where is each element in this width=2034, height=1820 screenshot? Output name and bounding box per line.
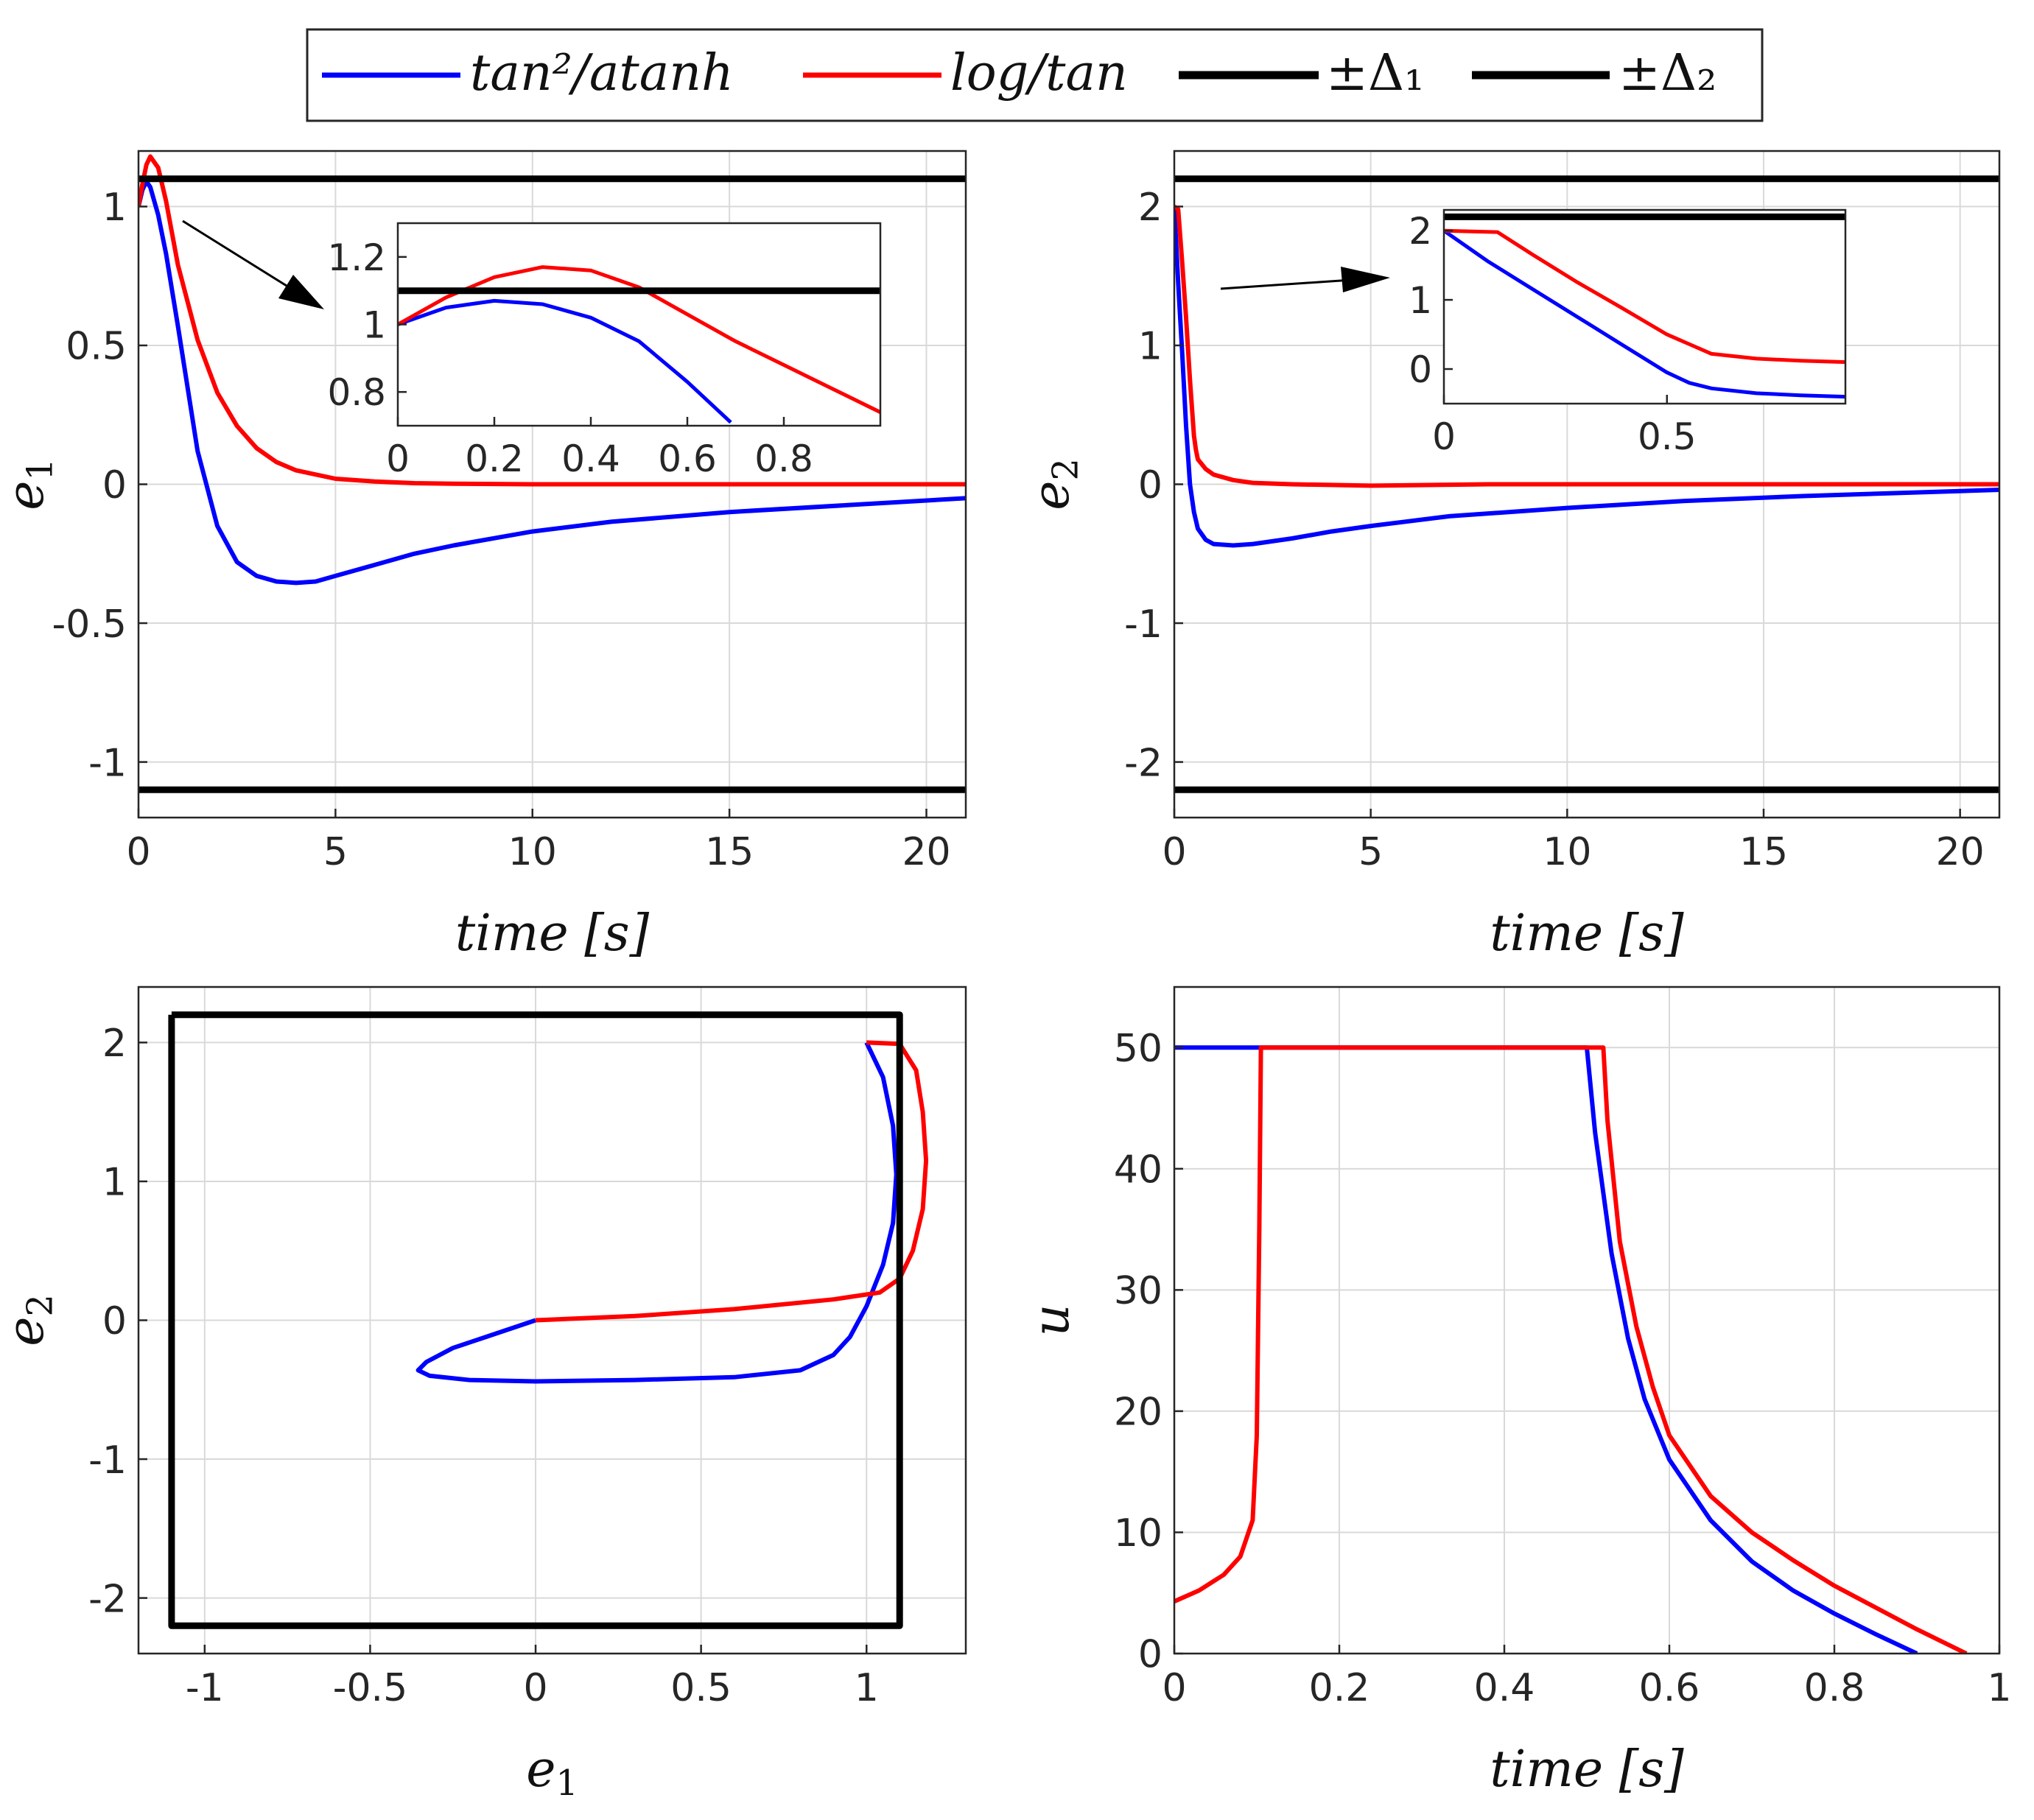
e2-vs-time-inset-axes-frame [1442,208,1847,405]
e2-vs-time-inset-xtick-label-1: 0.5 [1638,415,1697,458]
e2-vs-time-inset-ytick-label-1: 1 [1409,279,1432,322]
arrow-head-e1 [278,275,324,309]
e2-vs-time-xtick-label-0: 0 [1162,830,1186,874]
u-vs-time-ytick-label-5: 50 [1114,1027,1162,1071]
u-vs-time-xtick-label-4: 0.8 [1804,1666,1865,1710]
e1-vs-time-xtick-label-4: 20 [902,830,950,874]
phase-portrait-ytick-label-2: 0 [102,1299,127,1343]
phase-portrait-xtick-label-3: 0.5 [670,1666,732,1710]
e1-vs-time-xtick-label-3: 15 [705,830,754,874]
e2-vs-time-ylabel: e2 [1023,458,1086,510]
legend-label-delta2: ±Δ₂ [1619,44,1716,102]
e1-vs-time-xtick-label-0: 0 [126,830,150,874]
e1-vs-time-ytick-label-1: -0.5 [52,602,127,647]
phase-portrait-ytick-label-3: 1 [102,1161,127,1205]
arrow-head-e2 [1341,267,1390,292]
e1-vs-time-ylabel: e1 [0,458,60,510]
phase-portrait-series-log-tan-1 [535,1040,929,1323]
phase-portrait-xtick-label-4: 1 [855,1666,879,1710]
e1-vs-time-xtick-label-2: 10 [508,830,557,874]
e2-vs-time-xtick-label-1: 5 [1358,830,1383,874]
e2-vs-time-series-tan2-atanh-0 [1174,206,1999,548]
phase-portrait-series-tan2-atanh-0 [415,1041,899,1384]
u-vs-time-xlabel: time [s] [1490,1740,1684,1799]
phase-portrait-ytick-label-1: -1 [88,1438,127,1483]
u-vs-time-ylabel: u [1023,1304,1081,1337]
e2-vs-time-xtick-label-2: 10 [1543,830,1591,874]
e1-vs-time-series-log-tan-1 [138,154,966,487]
u-vs-time-xtick-label-1: 0.2 [1309,1666,1370,1710]
e1-vs-time-ytick-label-0: -1 [88,741,127,785]
u-vs-time-ytick-label-2: 20 [1114,1391,1162,1435]
u-vs-time-plot-area [1174,987,1999,1654]
e2-vs-time-inset-ytick-label-0: 0 [1409,348,1432,391]
u-vs-time-series-log-tan-1 [1174,1045,1968,1654]
u-vs-time-series-tan2-atanh-0 [1174,1045,1918,1654]
phase-portrait-ytick-label-0: -2 [88,1577,127,1621]
e2-vs-time-inset-plot-area [1444,210,1845,404]
legend-label-delta1: ±Δ₁ [1326,44,1424,102]
e2-vs-time-ytick-label-2: 0 [1138,463,1162,507]
e1-vs-time-inset-ytick-label-0: 0.8 [327,371,386,414]
e2-vs-time-ytick-label-3: 1 [1138,325,1162,369]
e2-vs-time-inset-ytick-label-2: 2 [1409,210,1432,253]
e1-vs-time-ytick-label-2: 0 [102,463,127,507]
u-vs-time-ytick-label-4: 40 [1114,1148,1162,1192]
e1-vs-time-inset-plot-area [398,223,880,426]
legend-label-log-tan: log/tan [950,44,1128,102]
e1-vs-time-ytick-label-4: 1 [102,186,127,230]
phase-portrait-xlabel: e1 [526,1740,578,1804]
e1-vs-time-ytick-label-3: 0.5 [66,325,127,369]
e2-vs-time-series-log-tan-1 [1174,204,1999,488]
u-vs-time-ytick-label-0: 0 [1138,1633,1162,1677]
e2-vs-time-xlabel: time [s] [1490,904,1684,963]
e1-vs-time-inset-xtick-label-3: 0.6 [658,438,717,480]
annotation-arrow-e1 [182,219,324,309]
e1-vs-time-inset-xtick-label-0: 0 [386,438,410,480]
legend-label-tan2-atanh: tan²/atanh [470,44,734,102]
u-vs-time-ytick-label-1: 10 [1114,1511,1162,1556]
phase-portrait-xtick-label-1: -0.5 [333,1666,407,1710]
u-vs-time-xtick-label-5: 1 [1987,1666,2011,1710]
e2-vs-time-ytick-label-4: 2 [1138,186,1162,230]
e2-vs-time-inset-xtick-label-0: 0 [1432,415,1456,458]
plot-phase-portrait: -1 -0.5 0 0.5 1 -2 -1 0 1 2 e1 e2 [0,985,967,1804]
u-vs-time-ytick-label-3: 30 [1114,1269,1162,1313]
e1-vs-time-inset-xtick-label-4: 0.8 [754,438,813,480]
u-vs-time-axes-frame [1173,985,2001,1655]
plot-e2-vs-time: 0 5 10 15 20 -2 -1 0 1 2 time [s] e2 0 0.5 0 1 2 [1023,150,2001,963]
e2-vs-time-inset-series-log-tan-1 [1444,228,1845,365]
phase-portrait-series-bound-2 [168,1011,903,1629]
e1-vs-time-xlabel: time [s] [455,904,650,963]
arrow-shaft-e2 [1220,278,1353,290]
phase-portrait-ytick-label-4: 2 [102,1022,127,1066]
e2-vs-time-xtick-label-3: 15 [1739,830,1788,874]
e1-vs-time-inset-series-tan2-atanh-0 [398,298,732,424]
phase-portrait-ylabel: e2 [0,1294,60,1346]
arrow-shaft-e1 [182,219,299,295]
e1-vs-time-inset-series-log-tan-1 [398,265,880,414]
e1-vs-time-inset: 0 0.2 0.4 0.6 0.8 0.8 1 1.2 [327,222,882,480]
u-vs-time-xtick-label-2: 0.4 [1474,1666,1535,1710]
e1-vs-time-inset-ytick-label-2: 1.2 [327,236,386,279]
e2-vs-time-inset: 0 0.5 0 1 2 [1409,208,1847,458]
e1-vs-time-series-tan2-atanh-0 [138,179,966,586]
phase-portrait-xtick-label-0: -1 [186,1666,224,1710]
e2-vs-time-ytick-label-1: -1 [1124,602,1162,647]
e1-vs-time-xtick-label-1: 5 [323,830,348,874]
legend: tan²/atanh log/tan ±Δ₁ ±Δ₂ [306,28,1764,122]
e2-vs-time-inset-series-tan2-atanh-0 [1444,229,1845,399]
phase-portrait-xtick-label-2: 0 [523,1666,547,1710]
e1-vs-time-inset-xtick-label-1: 0.2 [465,438,524,480]
e2-vs-time-xtick-label-4: 20 [1936,830,1985,874]
u-vs-time-xtick-label-3: 0.6 [1639,1666,1700,1710]
e1-vs-time-inset-ytick-label-1: 1 [362,304,386,347]
e2-vs-time-ytick-label-0: -2 [1124,741,1162,785]
e1-vs-time-inset-xtick-label-2: 0.4 [561,438,620,480]
annotation-arrow-e2 [1220,267,1390,292]
u-vs-time-xtick-label-0: 0 [1162,1666,1186,1710]
